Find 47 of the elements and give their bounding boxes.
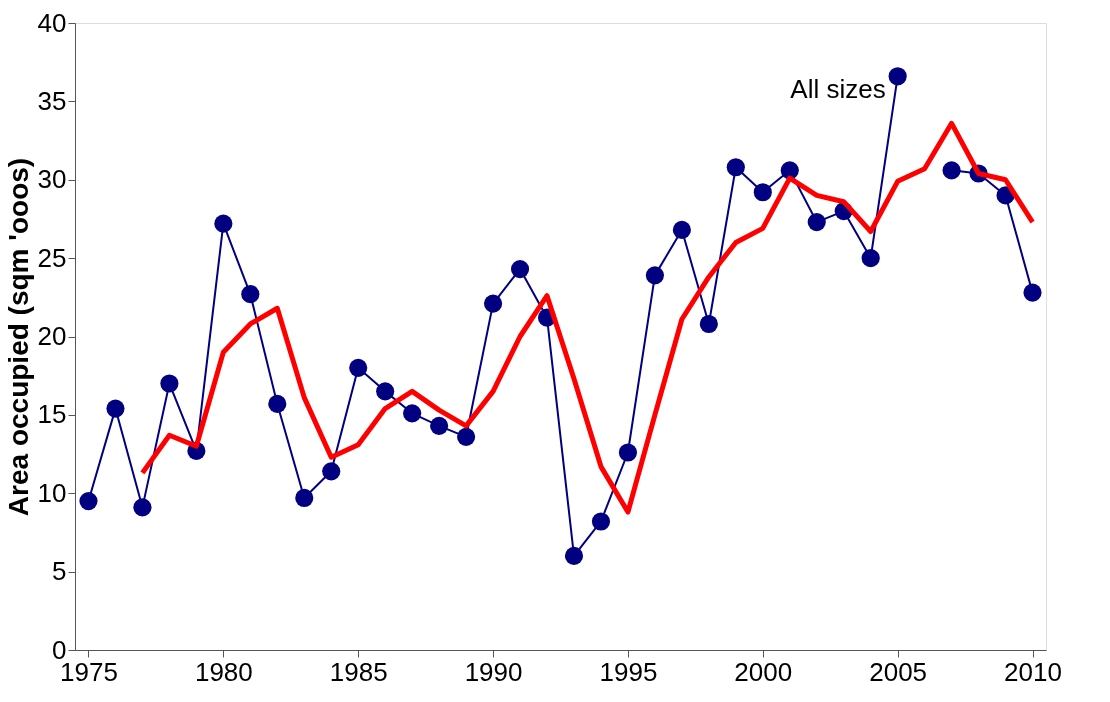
x-tick-label: 2010 <box>1004 656 1062 687</box>
x-tick-label: 1985 <box>329 656 388 687</box>
y-tick-label: 40 <box>37 7 67 38</box>
x-tick-label: 1980 <box>194 656 253 687</box>
point <box>322 462 341 481</box>
point <box>564 546 584 566</box>
point <box>645 266 664 285</box>
point <box>780 161 799 180</box>
point <box>753 183 772 202</box>
x-tick-label: 1990 <box>464 656 523 687</box>
point <box>349 358 368 377</box>
y-tick-label: 5 <box>52 556 67 587</box>
x-tick-label: 1995 <box>599 656 658 687</box>
point <box>483 294 503 313</box>
series-label: All sizes <box>790 74 886 105</box>
point <box>807 213 826 232</box>
y-tick-label: 30 <box>37 164 67 195</box>
y-tick-label: 35 <box>37 85 67 116</box>
point <box>510 260 530 279</box>
point <box>726 158 745 177</box>
y-tick-label: 20 <box>37 321 67 351</box>
point <box>591 512 611 531</box>
x-tick-label: 2005 <box>869 656 928 687</box>
y-axis-title: Area occupied (sqm 'ooos) <box>2 157 34 517</box>
point <box>942 161 961 180</box>
point <box>861 249 880 268</box>
y-tick-label: 15 <box>37 399 67 430</box>
point <box>888 67 907 86</box>
point <box>618 443 638 462</box>
x-tick-label: 2000 <box>734 656 793 687</box>
point <box>295 488 314 508</box>
point <box>133 498 152 517</box>
point <box>403 404 422 423</box>
point <box>457 427 476 446</box>
point <box>268 394 287 413</box>
point <box>376 382 395 401</box>
point <box>672 220 691 239</box>
y-tick-label: 25 <box>37 242 67 273</box>
point <box>430 416 449 435</box>
y-tick-label: 10 <box>37 477 67 508</box>
point <box>79 492 98 511</box>
point <box>241 285 260 304</box>
point <box>106 399 125 418</box>
point <box>1023 283 1042 302</box>
point <box>160 374 179 393</box>
point <box>214 214 233 233</box>
point <box>699 314 718 334</box>
